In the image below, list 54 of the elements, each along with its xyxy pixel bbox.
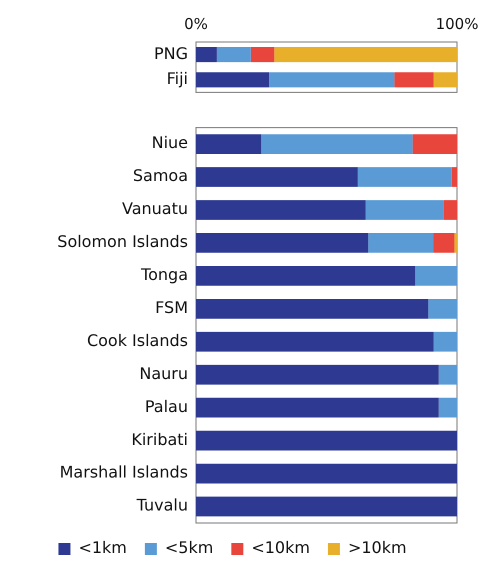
y-tick-label: Marshall Islands <box>60 462 188 482</box>
bar <box>196 496 457 516</box>
bar <box>438 364 457 385</box>
bar <box>196 464 457 484</box>
bar <box>196 332 434 352</box>
bar <box>368 233 434 253</box>
y-tick-label: Solomon Islands <box>57 232 188 252</box>
bar <box>434 72 457 88</box>
bar <box>274 47 457 62</box>
bar <box>261 134 413 154</box>
y-tick-label: FSM <box>155 298 188 317</box>
bar <box>452 167 457 187</box>
x-tick-label: 100% <box>436 14 478 33</box>
y-tick-label: Samoa <box>132 166 188 186</box>
y-tick-label: Cook Islands <box>86 330 188 350</box>
bar <box>438 398 457 418</box>
x-tick-label: 0% <box>184 14 208 33</box>
y-tick-label: Vanuatu <box>122 199 188 218</box>
y-tick-label: Nauru <box>139 364 188 383</box>
legend-label: >10km <box>348 538 407 558</box>
bar <box>196 364 439 385</box>
legend-label: <1km <box>78 538 127 558</box>
bar <box>434 233 454 253</box>
bar <box>358 167 452 187</box>
bar <box>394 72 434 88</box>
bar <box>269 72 394 88</box>
bar <box>250 47 274 62</box>
bar <box>196 398 439 418</box>
y-tick-label: Fiji <box>166 68 188 88</box>
bar <box>454 233 457 253</box>
bar <box>434 332 457 352</box>
bar <box>196 47 217 62</box>
y-tick-label: Tonga <box>140 265 188 284</box>
y-tick-label: Palau <box>144 396 188 416</box>
bar <box>196 266 416 286</box>
bar <box>216 47 251 62</box>
bar <box>196 167 358 187</box>
bar <box>444 200 457 220</box>
y-tick-label: PNG <box>154 44 188 63</box>
bar <box>196 200 366 220</box>
bar <box>196 430 457 451</box>
y-tick-label: Kiribati <box>131 430 188 449</box>
y-tick-label: Niue <box>152 133 188 152</box>
bar <box>196 134 262 154</box>
bar <box>428 298 457 319</box>
y-tick-label: Tuvalu <box>136 496 188 515</box>
legend-label: <10km <box>251 538 310 558</box>
bar <box>196 233 368 253</box>
bar <box>366 200 444 220</box>
bar <box>196 298 428 319</box>
bar <box>415 266 457 286</box>
legend-label: <5km <box>164 538 214 558</box>
bar <box>196 72 270 88</box>
bar <box>412 134 457 154</box>
